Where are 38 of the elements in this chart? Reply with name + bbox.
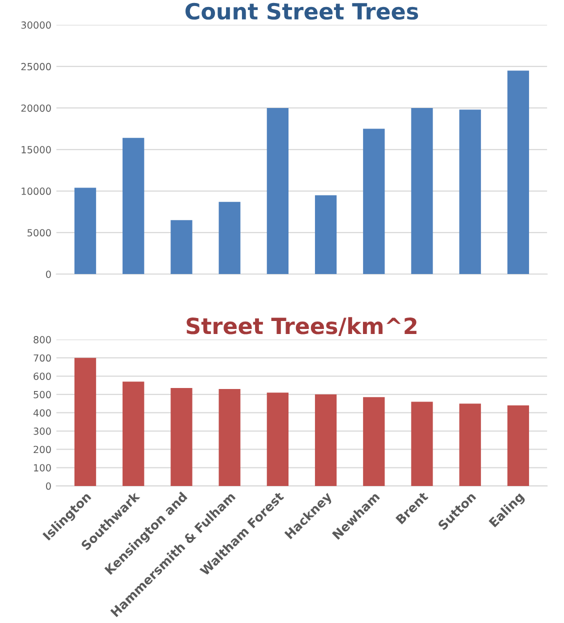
- y-tick-label: 15000: [22, 146, 51, 154]
- bar: [507, 405, 530, 486]
- y-tick-label: 200: [34, 446, 51, 454]
- bar: [74, 358, 96, 486]
- bar: [266, 108, 289, 274]
- y-tick-label: 800: [34, 336, 51, 344]
- bar: [314, 394, 337, 486]
- y-tick-label: 0: [46, 270, 51, 278]
- bar: [459, 404, 481, 486]
- y-tick-label: 700: [34, 354, 51, 362]
- y-tick-label: 500: [34, 390, 51, 398]
- bar: [363, 128, 385, 274]
- bar: [218, 388, 240, 486]
- bar: [459, 110, 481, 274]
- bar: [122, 138, 144, 274]
- y-tick-label: 300: [34, 428, 51, 435]
- chart-title: Count Street Trees: [185, 2, 418, 20]
- y-tick-label: 30000: [21, 21, 51, 29]
- bar: [411, 108, 433, 274]
- chart-title: Street Trees/km^2: [186, 317, 416, 336]
- bar: [170, 388, 192, 486]
- y-tick-label: 600: [34, 372, 51, 380]
- bar: [266, 392, 289, 486]
- bar: [314, 195, 337, 274]
- y-tick-label: 20000: [21, 104, 51, 112]
- bar: [363, 397, 385, 486]
- bar: [122, 382, 144, 486]
- y-tick-label: 400: [33, 409, 51, 417]
- y-tick-label: 25000: [21, 62, 51, 70]
- bar: [411, 402, 433, 486]
- y-tick-label: 0: [46, 482, 51, 490]
- bar: [218, 202, 240, 274]
- bar: [507, 70, 530, 274]
- bar: [170, 220, 192, 274]
- y-tick-label: 100: [34, 464, 51, 472]
- y-tick-label: 5000: [28, 229, 51, 236]
- bar: [74, 188, 96, 274]
- y-tick-label: 10000: [22, 188, 51, 195]
